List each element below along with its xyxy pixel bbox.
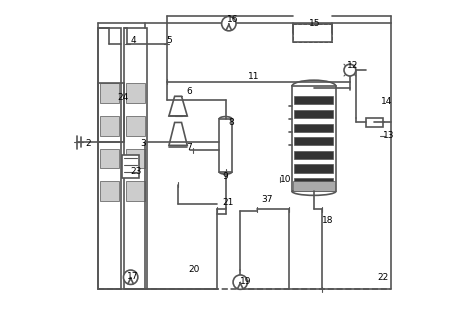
Text: 16: 16 [227,15,239,24]
Bar [127,116,145,136]
Text: 20: 20 [188,265,199,274]
Circle shape [222,16,236,31]
Bar [294,137,333,146]
Text: 37: 37 [262,195,273,204]
Circle shape [344,64,356,76]
Text: 13: 13 [383,131,394,140]
Text: 5: 5 [167,36,173,45]
Bar [127,148,145,168]
Bar [100,182,118,201]
Polygon shape [169,122,187,146]
Bar [292,24,332,42]
Text: 7: 7 [186,143,192,151]
Bar [127,182,145,201]
Circle shape [123,270,138,284]
Bar [294,178,333,186]
Bar [219,119,232,172]
Bar [100,83,118,103]
Text: 2: 2 [86,139,91,148]
Bar [366,117,383,127]
Text: 19: 19 [240,277,252,286]
Text: 15: 15 [309,19,320,28]
Bar [294,151,333,159]
Bar [294,110,333,118]
Bar [292,24,332,42]
Text: 14: 14 [381,97,392,106]
Text: 4: 4 [131,36,137,45]
Text: 22: 22 [378,273,389,282]
Text: 12: 12 [346,61,358,70]
Bar [294,96,333,105]
Bar [122,155,139,178]
Bar [98,28,121,289]
Bar [292,86,336,191]
Text: 10: 10 [280,175,291,184]
Text: 3: 3 [140,139,146,148]
Bar [294,123,333,132]
Bar [293,182,335,190]
Text: 11: 11 [248,72,260,81]
Bar [127,83,145,103]
Bar [100,116,118,136]
Text: 17: 17 [128,272,139,281]
Text: 24: 24 [118,93,129,102]
Text: 23: 23 [131,167,142,176]
Bar [124,28,147,289]
Bar [100,148,118,168]
Polygon shape [169,96,187,116]
Text: 18: 18 [322,216,334,225]
Text: 6: 6 [186,87,192,96]
Text: 8: 8 [229,118,235,127]
Text: 9: 9 [222,172,228,181]
Circle shape [233,275,247,289]
Bar [294,164,333,173]
Text: 21: 21 [222,198,234,207]
